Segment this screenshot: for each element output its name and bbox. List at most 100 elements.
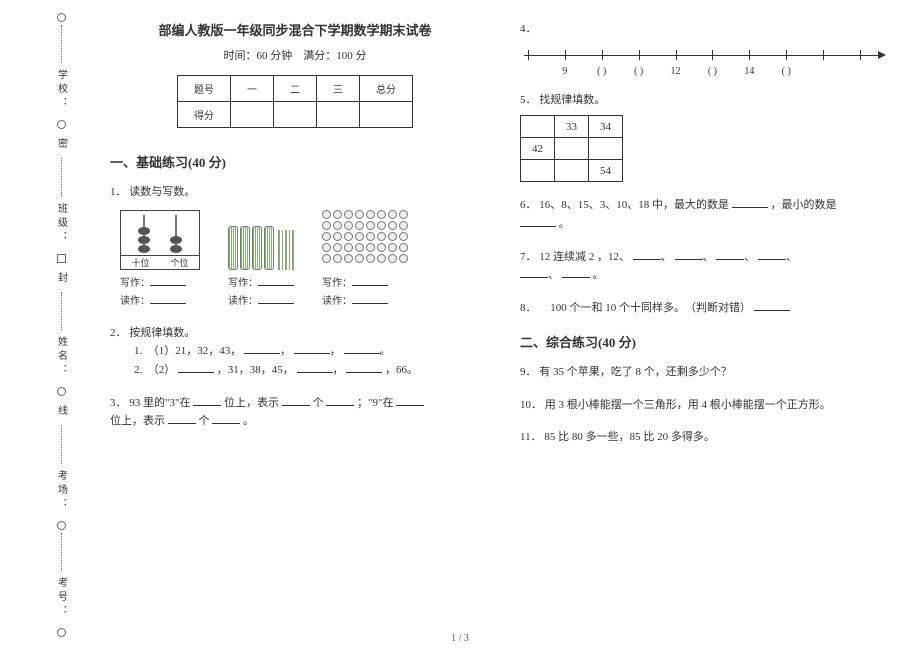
cell bbox=[231, 102, 274, 128]
table-row: 54 bbox=[521, 160, 623, 182]
numline-label: 12 bbox=[671, 63, 681, 80]
q7-t: 。 bbox=[593, 269, 604, 281]
coin-icon bbox=[333, 232, 342, 241]
question-2: 2． 按规律填数。 1. （1）21，32，43， ， ， 。 2. （2） ，… bbox=[110, 324, 480, 380]
q7-t: 12 连续减 2 ，12、 bbox=[539, 251, 630, 263]
read-label: 读作： bbox=[120, 296, 150, 307]
write-label: 写作： bbox=[120, 278, 150, 289]
abacus-bead bbox=[138, 236, 150, 244]
coin-icon bbox=[322, 232, 331, 241]
numline-label: ( ) bbox=[634, 63, 643, 80]
q6-t: 。 bbox=[559, 218, 570, 230]
coin-icon bbox=[333, 243, 342, 252]
cell bbox=[317, 102, 360, 128]
coin-icon bbox=[333, 210, 342, 219]
coin-icon bbox=[322, 210, 331, 219]
binding-midchar: 封 bbox=[54, 272, 69, 286]
blank bbox=[178, 361, 214, 373]
binding-midchar: 密 bbox=[54, 138, 69, 152]
coin-icon bbox=[344, 232, 353, 241]
abacus-bead bbox=[170, 236, 182, 244]
q2-line2a: 2. （2） bbox=[134, 364, 175, 376]
coin-icon bbox=[366, 210, 375, 219]
blank bbox=[258, 292, 294, 304]
blank bbox=[346, 361, 382, 373]
question-9: 9． 有 35 个苹果，吃了 8 个，还剩多少个？ bbox=[520, 363, 890, 382]
coin-icon bbox=[399, 254, 408, 263]
q-text: 有 35 个苹果，吃了 8 个，还剩多少个？ bbox=[539, 366, 732, 378]
numline-label: 14 bbox=[744, 63, 754, 80]
blank bbox=[150, 292, 186, 304]
q-text: 找规律填数。 bbox=[539, 94, 605, 106]
bundle bbox=[264, 226, 274, 270]
cell bbox=[589, 138, 623, 160]
hundred-grid: 33 34 42 54 bbox=[520, 115, 623, 182]
q6-t: ，最小的数是 bbox=[771, 199, 837, 211]
numline-tick bbox=[602, 50, 603, 60]
numline-tick bbox=[676, 50, 677, 60]
coin-icon bbox=[344, 210, 353, 219]
coin-icon bbox=[355, 232, 364, 241]
cell bbox=[521, 160, 555, 182]
table-row: 33 34 bbox=[521, 116, 623, 138]
q2-body: 1. （1）21，32，43， ， ， 。 2. （2） ，31，38，45， … bbox=[110, 342, 480, 379]
cell: 34 bbox=[589, 116, 623, 138]
bundle bbox=[228, 226, 238, 270]
stick bbox=[292, 230, 294, 270]
coin-icon bbox=[366, 254, 375, 263]
table-row: 题号 一 二 三 总分 bbox=[178, 76, 413, 102]
q-number: 8． bbox=[520, 302, 537, 314]
blank bbox=[758, 248, 786, 260]
q3-t: 。 bbox=[243, 415, 254, 427]
cell: 33 bbox=[555, 116, 589, 138]
question-4: 4． 9( )( )12( )14( ) bbox=[520, 20, 890, 77]
blank bbox=[754, 299, 790, 311]
coins-box: 写作： 读作： bbox=[322, 210, 408, 310]
blank bbox=[633, 248, 661, 260]
numline-tick bbox=[565, 50, 566, 60]
bundles-box: 写作： 读作： bbox=[228, 210, 294, 310]
coin-icon bbox=[399, 210, 408, 219]
cell: 二 bbox=[274, 76, 317, 102]
cell bbox=[274, 102, 317, 128]
place-label: 个位 bbox=[160, 256, 199, 269]
cell bbox=[555, 160, 589, 182]
q-number: 11． bbox=[520, 431, 542, 443]
abacus-bead bbox=[170, 245, 182, 253]
cell: 三 bbox=[317, 76, 360, 102]
coin-icon bbox=[344, 254, 353, 263]
coin-icon bbox=[388, 243, 397, 252]
coins-icon bbox=[322, 210, 408, 270]
q2-line2c: ，66。 bbox=[385, 364, 418, 376]
blank bbox=[562, 266, 590, 278]
cell bbox=[555, 138, 589, 160]
q-number: 6． bbox=[520, 199, 537, 211]
binding-label: 考场： bbox=[54, 470, 69, 512]
blank bbox=[282, 394, 310, 406]
arrow-icon bbox=[878, 51, 886, 59]
abacus-box: 十位 个位 写作： 读作： bbox=[120, 210, 200, 310]
binding-dots bbox=[61, 292, 62, 330]
coin-icon bbox=[399, 221, 408, 230]
cell: 一 bbox=[231, 76, 274, 102]
coin-icon bbox=[388, 254, 397, 263]
question-11: 11． 85 比 80 多一些，85 比 20 多得多。 bbox=[520, 428, 890, 447]
coin-icon bbox=[377, 210, 386, 219]
abacus-bead bbox=[138, 227, 150, 235]
q-text: 100 个一和 10 个十同样多。 （判断对错） bbox=[539, 302, 751, 314]
page-footer: 1 / 3 bbox=[0, 633, 920, 644]
exam-subtitle: 时间：60 分钟 满分：100 分 bbox=[110, 47, 480, 63]
q2-line1: 1. （1）21，32，43， bbox=[134, 345, 241, 357]
blank bbox=[212, 412, 240, 424]
abacus-rod bbox=[143, 215, 145, 253]
number-line: 9( )( )12( )14( ) bbox=[520, 47, 890, 77]
q-text: 读数与写数。 bbox=[129, 186, 195, 198]
numline-label: ( ) bbox=[597, 63, 606, 80]
coin-icon bbox=[377, 232, 386, 241]
coin-icon bbox=[366, 221, 375, 230]
coin-icon bbox=[355, 221, 364, 230]
coin-icon bbox=[377, 243, 386, 252]
numline-label: 9 bbox=[562, 63, 567, 80]
blank bbox=[716, 248, 744, 260]
coin-icon bbox=[355, 210, 364, 219]
